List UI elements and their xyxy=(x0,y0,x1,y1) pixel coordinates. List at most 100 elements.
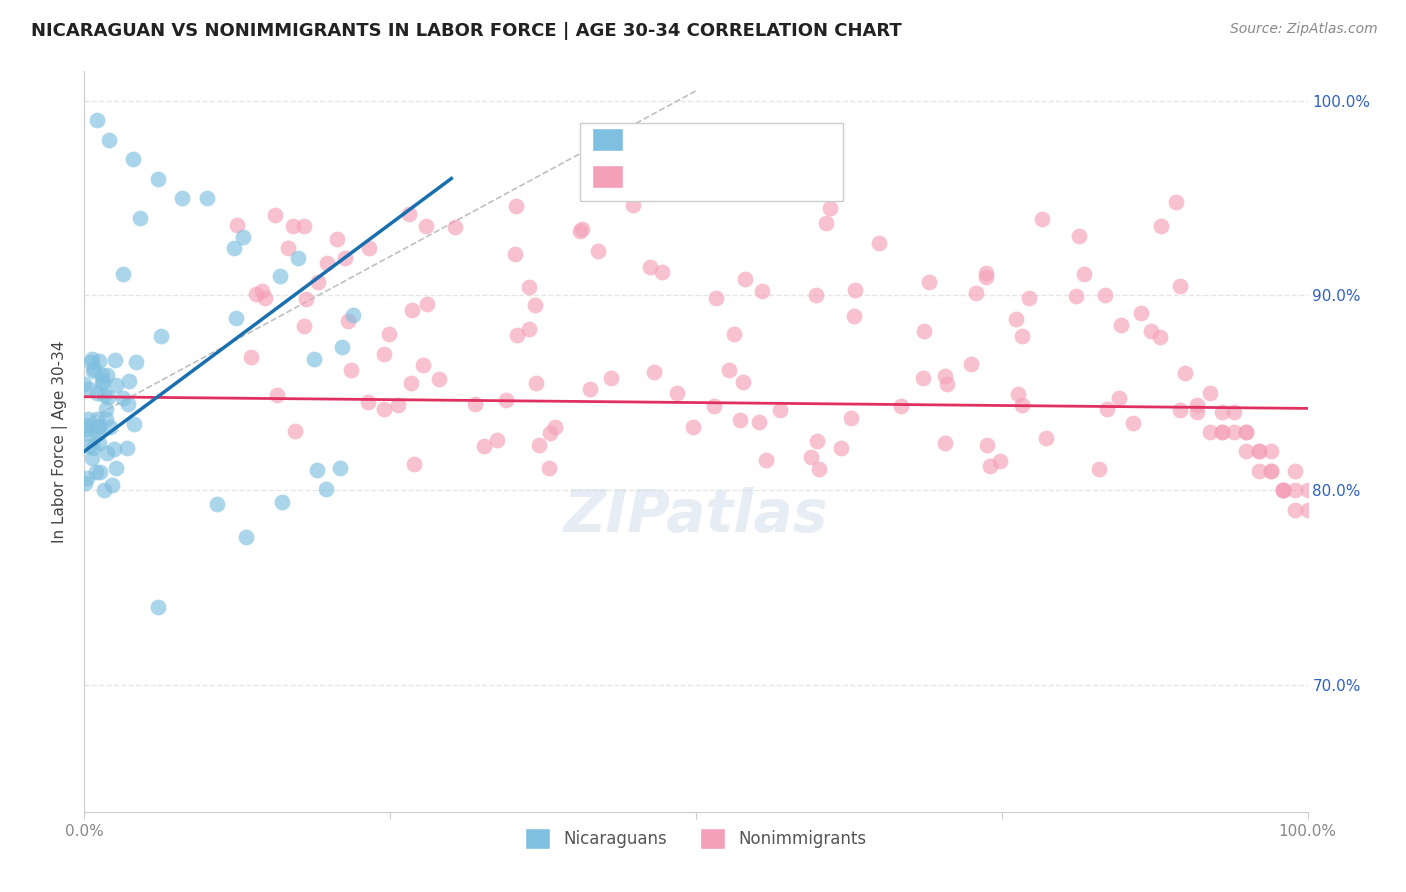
Point xyxy=(974,266,997,280)
Point xyxy=(464,397,486,411)
Point xyxy=(149,328,172,343)
Point xyxy=(284,424,307,438)
Point xyxy=(600,370,623,384)
Point xyxy=(77,412,100,426)
Point xyxy=(1198,385,1220,400)
Point xyxy=(98,420,121,434)
Point xyxy=(1296,483,1319,498)
Point xyxy=(307,275,329,289)
Point xyxy=(1284,464,1306,478)
Point xyxy=(401,302,423,317)
Point xyxy=(934,368,956,383)
Point xyxy=(1211,405,1233,419)
Point xyxy=(342,308,364,322)
Point xyxy=(869,235,891,250)
Point xyxy=(283,219,305,233)
Point xyxy=(751,284,773,298)
Point xyxy=(329,461,352,475)
Text: Source: ZipAtlas.com: Source: ZipAtlas.com xyxy=(1230,22,1378,37)
Point xyxy=(1139,324,1161,338)
Point xyxy=(79,355,101,369)
Point xyxy=(402,457,425,471)
Point xyxy=(75,475,97,490)
Point xyxy=(503,247,526,261)
Point xyxy=(101,477,124,491)
Point xyxy=(1260,444,1282,458)
Point xyxy=(356,395,378,409)
Point xyxy=(398,206,420,220)
Point xyxy=(1223,425,1246,439)
Bar xyxy=(592,165,623,187)
Point xyxy=(305,463,328,477)
Point xyxy=(103,442,125,457)
Point xyxy=(86,426,108,441)
Point xyxy=(527,438,550,452)
Text: 146: 146 xyxy=(786,167,827,186)
Point xyxy=(538,426,561,441)
Point xyxy=(264,208,287,222)
Point xyxy=(1168,279,1191,293)
Point xyxy=(806,287,828,301)
Point xyxy=(339,363,361,377)
Point xyxy=(1035,431,1057,445)
Point xyxy=(800,450,823,464)
Point xyxy=(638,260,661,274)
Point xyxy=(1108,392,1130,406)
Point xyxy=(86,386,108,401)
Point xyxy=(122,417,145,431)
Text: R =: R = xyxy=(636,130,678,149)
Point xyxy=(224,241,246,255)
Point xyxy=(974,269,997,284)
Point xyxy=(287,251,309,265)
Point xyxy=(73,377,96,392)
Point xyxy=(225,310,247,325)
Point xyxy=(128,211,150,226)
Point xyxy=(1109,318,1132,332)
Point xyxy=(104,353,127,368)
Point xyxy=(1011,329,1033,343)
Point xyxy=(292,219,315,233)
Point xyxy=(269,268,291,283)
Point xyxy=(111,268,134,282)
Point xyxy=(330,340,353,354)
Point xyxy=(1198,425,1220,439)
Text: ZIPatlas: ZIPatlas xyxy=(564,487,828,544)
Point xyxy=(80,451,103,466)
Point xyxy=(651,265,673,279)
Point xyxy=(118,374,141,388)
Point xyxy=(125,355,148,369)
Point xyxy=(976,438,998,452)
Point xyxy=(818,201,841,215)
Point xyxy=(250,285,273,299)
Point xyxy=(105,377,128,392)
Point xyxy=(571,222,593,236)
Point xyxy=(1088,462,1111,476)
Point xyxy=(1272,483,1295,498)
Point xyxy=(936,377,959,392)
Point xyxy=(82,364,104,378)
Point xyxy=(387,399,409,413)
Point xyxy=(569,224,592,238)
Point xyxy=(621,198,644,212)
Point xyxy=(842,309,865,323)
Point xyxy=(1094,287,1116,301)
Text: N =: N = xyxy=(738,130,782,149)
Point xyxy=(1164,194,1187,209)
Point xyxy=(444,220,467,235)
Point xyxy=(245,286,267,301)
Point xyxy=(97,132,120,146)
Point xyxy=(1211,425,1233,439)
Point xyxy=(485,433,508,447)
Point xyxy=(373,401,395,416)
Point xyxy=(586,244,609,258)
Point xyxy=(315,482,337,496)
Point xyxy=(524,376,547,391)
Point xyxy=(399,376,422,390)
Point xyxy=(1236,425,1258,439)
Point xyxy=(844,283,866,297)
Y-axis label: In Labor Force | Age 30-34: In Labor Force | Age 30-34 xyxy=(52,340,69,543)
Point xyxy=(302,351,325,366)
Point xyxy=(94,402,117,417)
Point xyxy=(717,363,740,377)
Point xyxy=(1064,288,1087,302)
